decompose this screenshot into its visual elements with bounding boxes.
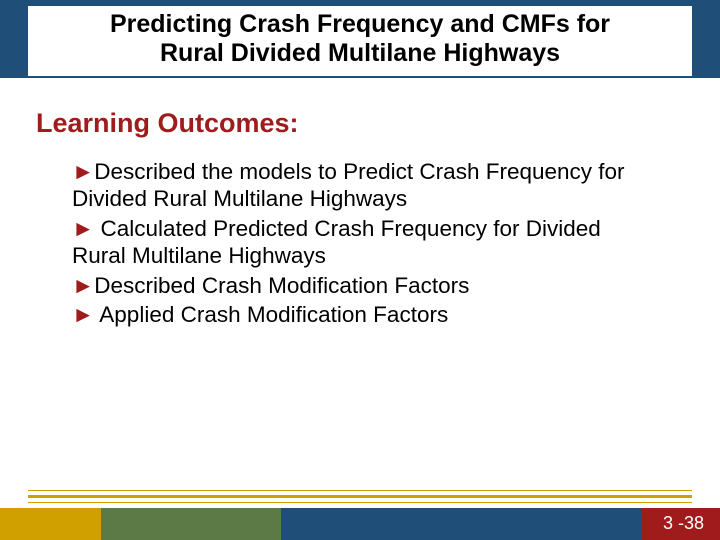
bullet-text: Described the models to Predict Crash Fr… (72, 159, 625, 211)
bullet-text: Applied Crash Modification Factors (94, 302, 448, 327)
footer: 3 -38 (0, 490, 720, 540)
list-item: ►Described Crash Modification Factors (72, 272, 652, 299)
bullet-text: Described Crash Modification Factors (94, 273, 469, 298)
triangle-right-icon: ► (72, 273, 94, 298)
divider-rule (28, 495, 692, 498)
title-line-2: Rural Divided Multilane Highways (36, 39, 684, 68)
triangle-right-icon: ► (72, 159, 94, 184)
list-item: ►Described the models to Predict Crash F… (72, 158, 652, 213)
footer-segment (101, 508, 281, 540)
section-heading: Learning Outcomes: (36, 108, 299, 139)
footer-color-bar (0, 508, 720, 540)
bullet-text: Calculated Predicted Crash Frequency for… (72, 216, 601, 268)
list-item: ► Calculated Predicted Crash Frequency f… (72, 215, 652, 270)
list-item: ► Applied Crash Modification Factors (72, 301, 652, 328)
footer-segment (0, 508, 101, 540)
footer-segment (281, 508, 641, 540)
bullet-list: ►Described the models to Predict Crash F… (72, 158, 652, 331)
title-line-1: Predicting Crash Frequency and CMFs for (36, 10, 684, 39)
divider-rule (28, 502, 692, 503)
slide: Predicting Crash Frequency and CMFs for … (0, 0, 720, 540)
divider-rule (28, 490, 692, 491)
triangle-right-icon: ► (72, 216, 94, 241)
title-box: Predicting Crash Frequency and CMFs for … (28, 6, 692, 76)
page-number: 3 -38 (663, 513, 704, 534)
triangle-right-icon: ► (72, 302, 94, 327)
